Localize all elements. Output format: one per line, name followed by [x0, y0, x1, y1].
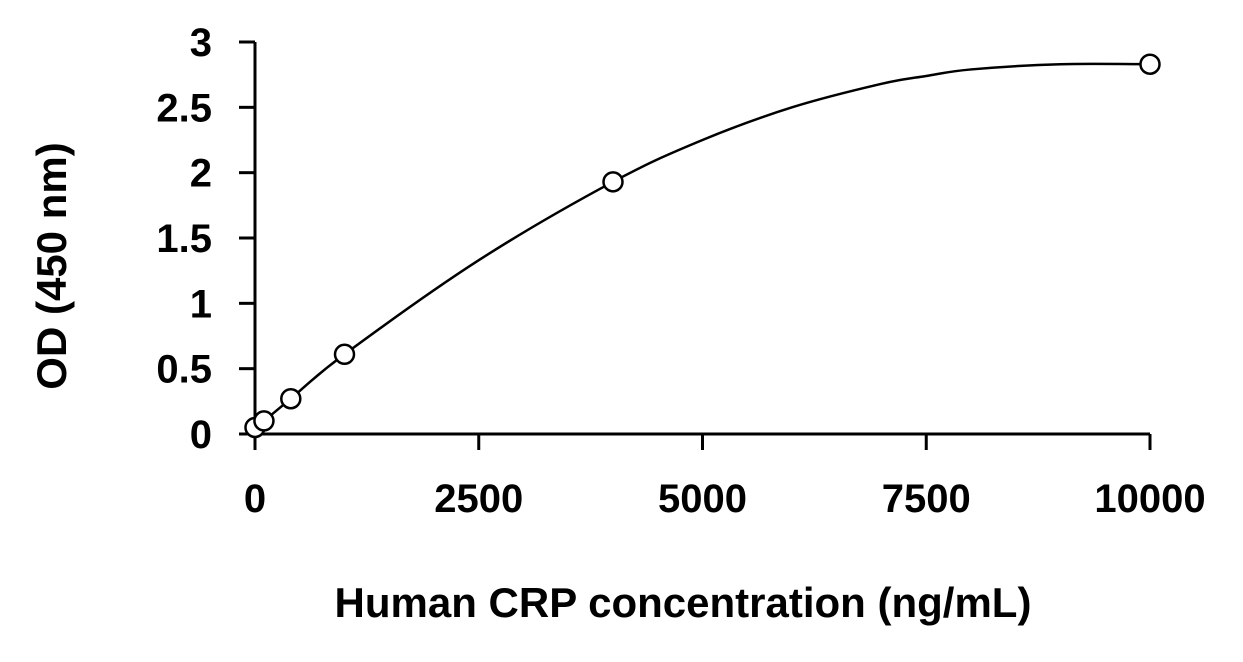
data-point [280, 387, 302, 410]
y-axis-title: OD (450 nm) [28, 142, 75, 389]
x-tick-label: 2500 [434, 477, 523, 521]
x-tick-label: 0 [244, 477, 266, 521]
x-tick-label: 10000 [1094, 477, 1205, 521]
y-ticks: 0 0.5 1 1.5 2 2.5 3 [156, 21, 255, 457]
y-tick-label: 1.5 [156, 217, 212, 261]
x-tick-label: 7500 [882, 477, 971, 521]
data-point [333, 343, 356, 366]
data-points [244, 53, 1161, 439]
data-point [253, 410, 275, 432]
y-tick-label: 0 [190, 413, 212, 457]
x-axis-title: Human CRP concentration (ng/mL) [335, 579, 1032, 626]
y-tick-label: 3 [190, 21, 212, 65]
y-tick-label: 2.5 [156, 86, 212, 130]
x-tick-label: 5000 [658, 477, 747, 521]
data-point [1139, 53, 1161, 75]
x-ticks: 0 2500 5000 7500 10000 [244, 434, 1206, 521]
axes [253, 42, 1150, 436]
data-point [602, 171, 624, 193]
y-tick-label: 2 [190, 152, 212, 196]
y-tick-label: 1 [190, 282, 212, 326]
fit-curve-line [254, 62, 1151, 429]
y-tick-label: 0.5 [156, 348, 212, 392]
